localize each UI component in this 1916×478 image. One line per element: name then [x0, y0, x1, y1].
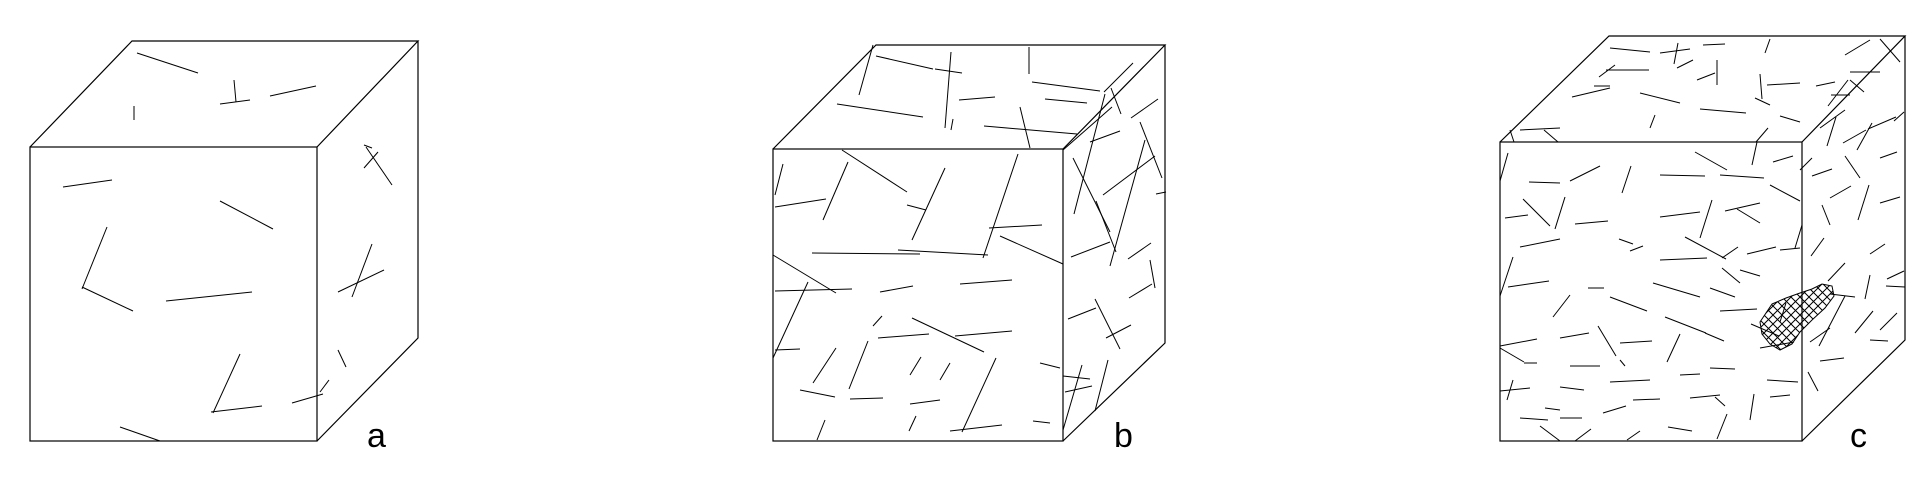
- panel-a: a: [29, 40, 420, 455]
- cracks-a: [62, 52, 393, 442]
- cube-a-outline: [29, 40, 420, 442]
- cube-c-outline: [1499, 35, 1907, 442]
- hatched-region: [1759, 283, 1835, 351]
- panel-label-b: b: [1114, 417, 1133, 455]
- panel-label-a: a: [367, 417, 386, 455]
- panel-c: c: [1499, 35, 1907, 455]
- cracks-b: [772, 44, 1167, 441]
- panel-label-c: c: [1850, 417, 1867, 455]
- panel-b: b: [772, 44, 1167, 455]
